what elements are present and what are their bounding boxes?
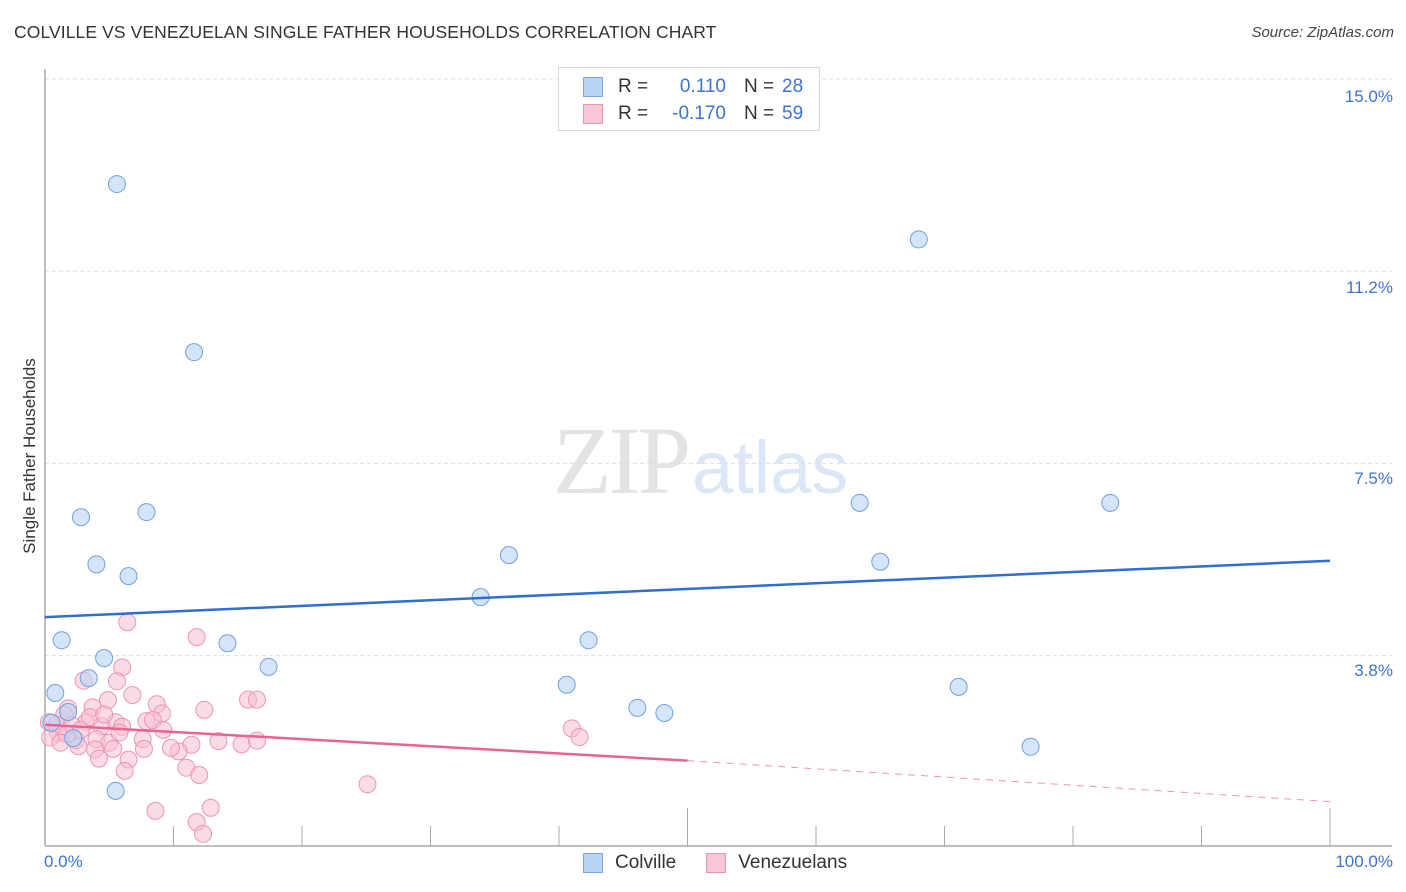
colville-point (499, 546, 518, 565)
venezuelans-point (194, 824, 213, 843)
venezuelans-swatch (583, 104, 603, 124)
colville-point (64, 729, 83, 748)
legend-item-venezuelans[interactable]: Venezuelans (706, 852, 847, 874)
r-label: R = (618, 103, 649, 124)
colville-point (95, 649, 114, 668)
venezuelans-point (134, 739, 153, 758)
x-tick-100: 100.0% (1335, 852, 1393, 871)
venezuelans-point (95, 705, 114, 724)
colville-point (52, 631, 71, 650)
colville-points (42, 175, 1120, 800)
axes (44, 69, 1392, 847)
x-tick-0: 0.0% (44, 852, 83, 871)
venezuelans-point (248, 731, 267, 750)
venezuelans-point (115, 761, 134, 780)
n-value: 59 (782, 103, 804, 124)
colville-point (59, 702, 78, 721)
colville-point (871, 552, 890, 571)
venezuelans-point (104, 739, 123, 758)
legend-item-colville[interactable]: Colville (583, 852, 676, 874)
legend-row-venezuelans: R = -0.170 N = 59 (583, 102, 803, 126)
colville-point (218, 634, 237, 653)
watermark-zip: ZIP (553, 407, 691, 514)
y-tick-3-8: 3.8% (1354, 661, 1393, 680)
venezuelans-trend-line (44, 723, 688, 762)
venezuelans-point (190, 765, 209, 784)
n-value: 28 (782, 76, 804, 97)
chart-title: COLVILLE VS VENEZUELAN SINGLE FATHER HOU… (14, 22, 717, 42)
venezuelans-point (107, 672, 126, 691)
venezuelans-points (39, 613, 589, 843)
r-label: R = (618, 76, 649, 97)
colville-point (106, 781, 125, 800)
colville-point (42, 713, 61, 732)
n-label: N = (744, 76, 775, 97)
venezuelans-point (195, 700, 214, 719)
trend-lines (44, 559, 1331, 803)
venezuelans-point (201, 798, 220, 817)
venezuelans-point (248, 690, 267, 709)
colville-point (87, 555, 106, 574)
y-tick-7-5: 7.5% (1354, 469, 1393, 488)
venezuelans-swatch (706, 853, 727, 873)
n-label: N = (744, 103, 775, 124)
r-value: 0.110 (679, 76, 726, 97)
venezuelans-point (187, 628, 206, 647)
colville-point (579, 631, 598, 650)
zipatlas-watermark: ZIPatlas (553, 405, 848, 516)
colville-point (850, 493, 869, 512)
venezuelans-point (146, 801, 165, 820)
colville-point (655, 703, 674, 722)
colville-trend-line (44, 559, 1331, 619)
legend-label: Venezuelans (738, 852, 848, 873)
watermark-atlas: atlas (692, 426, 849, 509)
colville-point (909, 230, 928, 249)
legend-row-colville: R = 0.110 N = 28 (583, 75, 803, 99)
colville-point (137, 503, 156, 522)
colville-point (628, 698, 647, 717)
colville-point (46, 683, 65, 702)
colville-point (557, 675, 576, 694)
venezuelans-point (209, 732, 228, 751)
venezuelans-point (358, 775, 377, 794)
y-tick-15: 15.0% (1344, 87, 1393, 106)
colville-point (79, 669, 98, 688)
y-tick-11-2: 11.2% (1346, 278, 1393, 297)
legend-label: Colville (615, 852, 677, 873)
source-attribution: Source: ZipAtlas.com (1251, 24, 1394, 41)
series-legend: Colville Venezuelans (583, 852, 877, 874)
colville-swatch (583, 77, 603, 97)
venezuelans-point (161, 738, 180, 757)
venezuelans-point (232, 735, 251, 754)
colville-point (949, 677, 968, 696)
colville-point (185, 343, 204, 362)
colville-point (119, 567, 138, 586)
gridlines (45, 78, 1392, 657)
colville-point (259, 657, 278, 676)
colville-swatch (583, 853, 603, 873)
colville-point (71, 508, 90, 527)
venezuelans-point (570, 728, 589, 747)
correlation-legend: R = 0.110 N = 28 R = -0.170 N = 59 (558, 67, 820, 131)
venezuelans-point (118, 613, 137, 632)
colville-point (1101, 493, 1120, 512)
venezuelans-trend-extension (687, 760, 1331, 803)
r-value: -0.170 (672, 103, 726, 124)
y-axis-label: Single Father Households (20, 358, 39, 554)
venezuelans-point (123, 686, 142, 705)
venezuelans-point (89, 749, 108, 768)
colville-point (107, 175, 126, 194)
colville-point (1021, 737, 1040, 756)
venezuelans-point (110, 723, 129, 742)
